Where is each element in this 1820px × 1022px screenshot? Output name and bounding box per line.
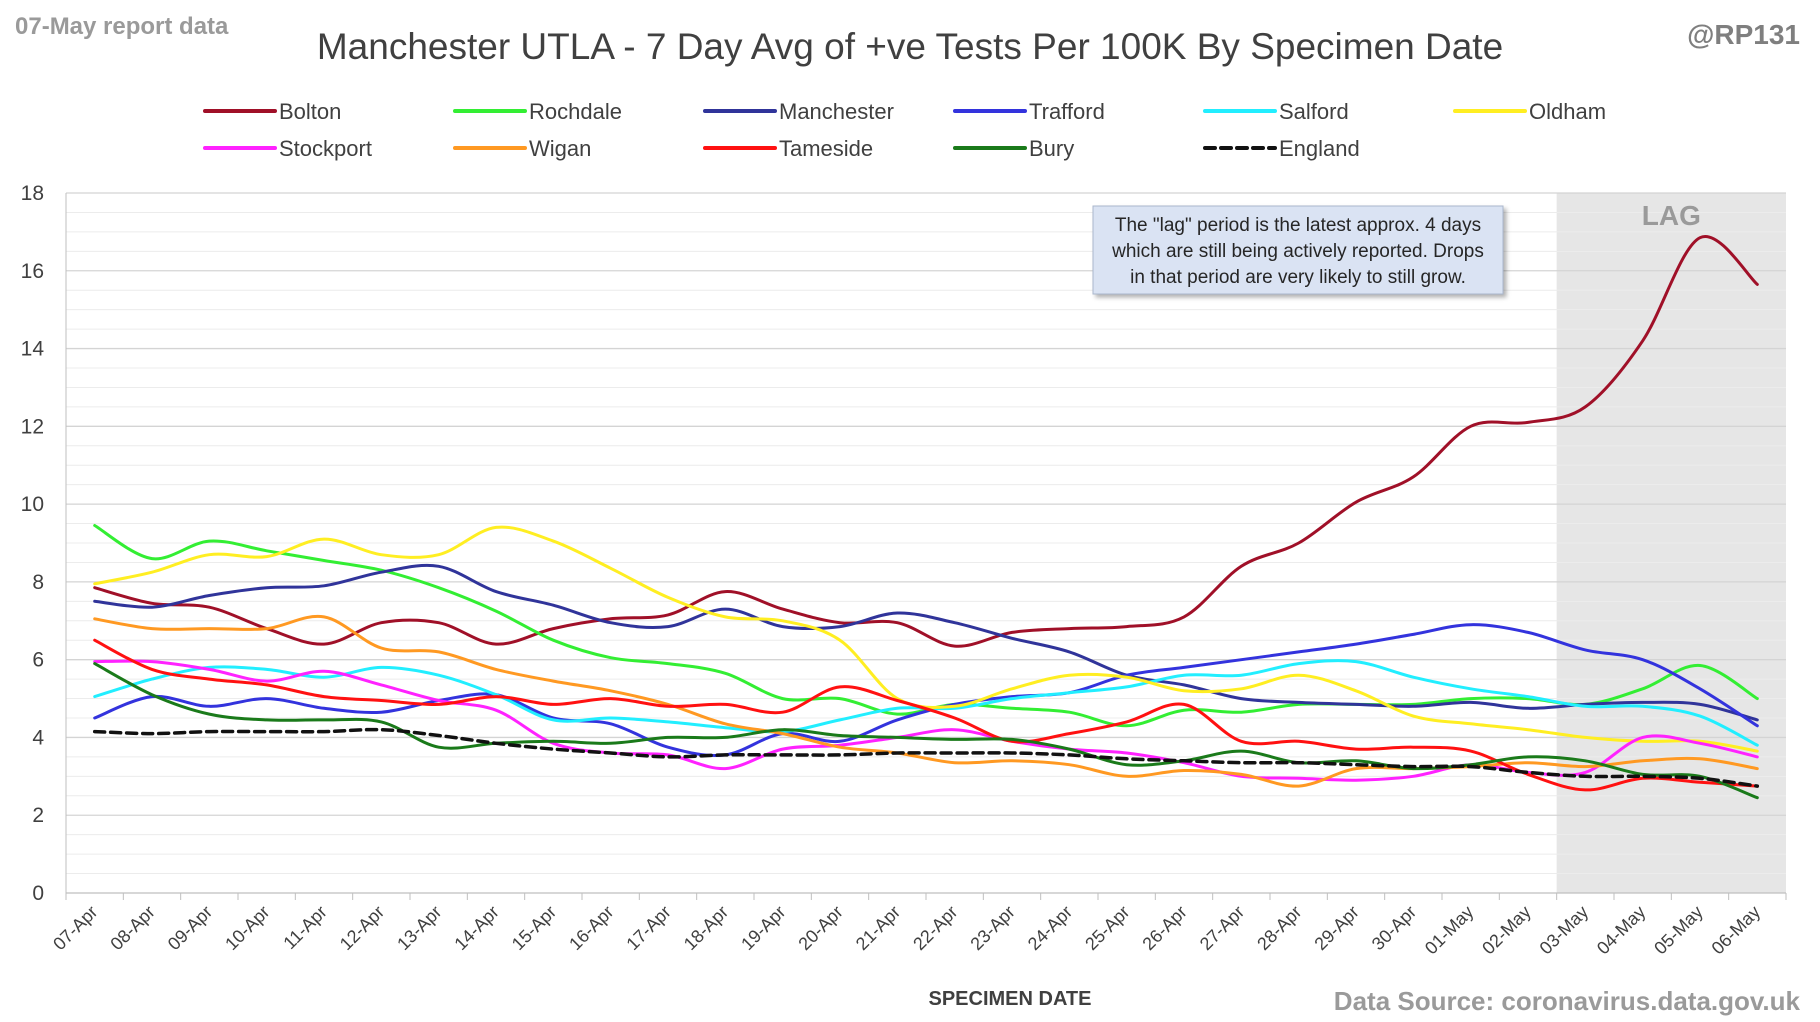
x-tick-label: 03-May <box>1536 902 1593 959</box>
series-line-england <box>92 727 1760 788</box>
x-tick-label: 13-Apr <box>393 902 445 954</box>
series-line-bolton <box>93 235 1759 648</box>
y-tick-label: 0 <box>32 882 44 905</box>
x-tick-label: 26-Apr <box>1138 902 1190 954</box>
x-tick-label: 17-Apr <box>622 902 674 954</box>
lag-note-line-1: The "lag" period is the latest approx. 4… <box>1115 215 1481 236</box>
series-line-manchester <box>93 563 1759 722</box>
legend-label-rochdale: Rochdale <box>529 99 622 124</box>
legend-label-bury: Bury <box>1029 136 1074 161</box>
series-line-trafford <box>93 623 1759 757</box>
legend: Bolton Rochdale Manchester Trafford Salford O… <box>203 99 1606 161</box>
legend-label-bolton: Bolton <box>279 99 341 124</box>
y-axis: 0 2 4 6 8 10 12 14 16 18 <box>21 182 67 905</box>
x-tick-label: 16-Apr <box>565 902 617 954</box>
x-tick-label: 29-Apr <box>1310 902 1362 954</box>
legend-label-tameside: Tameside <box>779 136 873 161</box>
y-tick-label: 16 <box>21 260 44 283</box>
x-tick-label: 10-Apr <box>221 902 273 954</box>
y-tick-label: 12 <box>21 415 44 438</box>
legend-label-wigan: Wigan <box>529 136 591 161</box>
legend-label-stockport: Stockport <box>279 136 372 161</box>
x-tick-label: 21-Apr <box>852 902 904 954</box>
x-axis-title: SPECIMEN DATE <box>929 988 1092 1010</box>
legend-label-trafford: Trafford <box>1029 99 1105 124</box>
lag-note-line-3: in that period are very likely to still … <box>1130 267 1466 288</box>
y-tick-label: 2 <box>32 804 44 827</box>
x-tick-label: 11-Apr <box>279 902 330 953</box>
lag-note-background <box>1092 205 1504 295</box>
x-tick-label: 02-May <box>1478 902 1535 959</box>
legend-label-manchester: Manchester <box>779 99 894 124</box>
author-handle: @RP131 <box>1687 19 1800 50</box>
x-tick-label: 22-Apr <box>909 902 961 954</box>
x-tick-label: 19-Apr <box>737 902 789 954</box>
x-tick-label: 04-May <box>1593 902 1650 959</box>
lag-note-line-2: which are still being actively reported.… <box>1111 241 1484 262</box>
data-source: Data Source: coronavirus.data.gov.uk <box>1334 986 1801 1016</box>
x-tick-label: 20-Apr <box>794 902 846 954</box>
y-tick-label: 14 <box>21 338 45 361</box>
x-tick-label: 01-May <box>1421 902 1478 959</box>
x-tick-label: 06-May <box>1708 902 1765 959</box>
series-line-wigan <box>93 614 1759 788</box>
series-line-rochdale <box>93 524 1759 728</box>
report-date-label: 07-May report data <box>15 13 229 40</box>
y-tick-label: 4 <box>32 726 44 749</box>
x-tick-label: 09-Apr <box>164 902 216 954</box>
legend-label-england: England <box>1279 136 1360 161</box>
y-tick-label: 6 <box>32 649 44 672</box>
x-tick-label: 24-Apr <box>1024 902 1076 954</box>
x-tick-label: 14-Apr <box>450 902 502 954</box>
lag-label: LAG <box>1642 200 1701 231</box>
y-tick-label: 18 <box>21 182 44 205</box>
y-tick-label: 8 <box>32 571 44 594</box>
x-tick-label: 15-Apr <box>508 902 560 954</box>
legend-label-oldham: Oldham <box>1529 99 1606 124</box>
x-tick-label: 25-Apr <box>1081 902 1133 954</box>
series-line-bury <box>93 662 1759 800</box>
series-lines <box>92 235 1760 800</box>
legend-label-salford: Salford <box>1279 99 1349 124</box>
x-tick-label: 12-Apr <box>336 902 388 954</box>
lag-note-box: The "lag" period is the latest approx. 4… <box>1092 205 1504 295</box>
x-tick-label: 28-Apr <box>1253 902 1305 954</box>
x-tick-label: 27-Apr <box>1196 902 1248 954</box>
x-tick-label: 30-Apr <box>1368 902 1420 954</box>
chart-title: Manchester UTLA - 7 Day Avg of +ve Tests… <box>317 26 1503 67</box>
x-tick-label: 18-Apr <box>680 902 732 954</box>
x-tick-label: 23-Apr <box>966 902 1018 954</box>
y-tick-label: 10 <box>21 493 44 516</box>
series-line-tameside <box>93 638 1759 792</box>
x-tick-label: 07-Apr <box>49 902 101 954</box>
x-axis: 07-Apr 08-Apr 09-Apr 10-Apr 11-Apr 12-Apr 13-A… <box>49 892 1787 959</box>
x-tick-label: 08-Apr <box>106 902 158 954</box>
x-tick-label: 05-May <box>1650 902 1707 959</box>
